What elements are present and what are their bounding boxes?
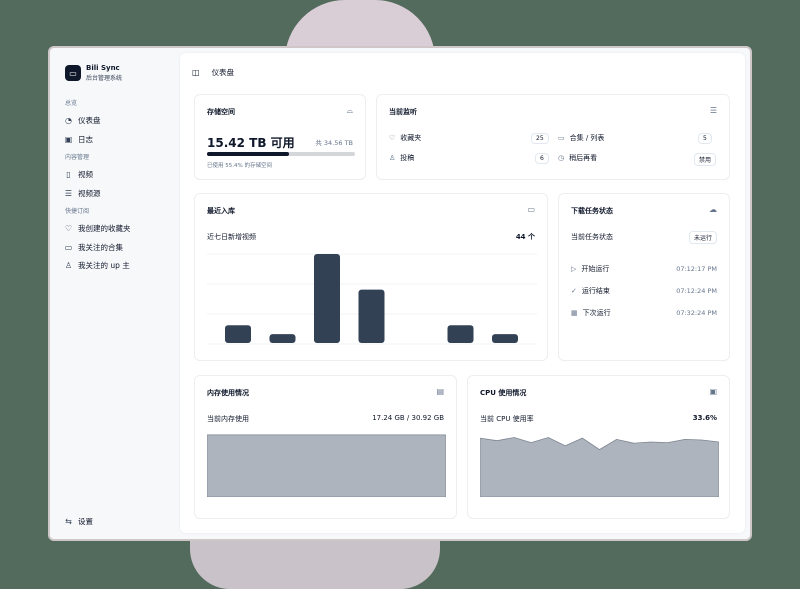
memory-label: 当前内存使用 <box>207 415 249 423</box>
task-time: 07:12:24 PM <box>676 287 717 295</box>
heart-icon: ♡ <box>389 134 396 142</box>
cpu-value: 33.6% <box>692 414 717 422</box>
page-title: 仪表盘 <box>211 68 235 77</box>
app-subtitle: 后台管理系统 <box>86 75 123 82</box>
bar <box>269 334 296 343</box>
memory-icon: ▤ <box>436 387 444 396</box>
recent-card: 最近入库 ▭ 近七日新增视频 44 个 <box>194 193 548 361</box>
settings-icon: ⇆ <box>65 517 72 526</box>
log-icon: ▣ <box>64 134 73 144</box>
recent-label: 近七日新增视频 <box>207 233 256 241</box>
sidebar-item[interactable]: ▣ 日志 <box>64 134 93 144</box>
storage-note: 已使用 55.4% 的存储空间 <box>207 163 272 169</box>
task-time: 07:12:17 PM <box>676 265 717 273</box>
status-label: 当前任务状态 <box>571 233 613 241</box>
play-icon: ▷ <box>571 265 577 273</box>
video-icon: ▭ <box>527 205 535 214</box>
recent-count: 44 个 <box>515 233 535 241</box>
user-icon: ♙ <box>389 154 396 162</box>
pie-chart-icon: ◔ <box>65 116 72 125</box>
bar <box>447 325 474 343</box>
task-row: ▦ 下次运行 <box>571 309 611 317</box>
cpu-area-chart <box>480 437 719 497</box>
bar <box>492 334 518 343</box>
logo-icon: ▭ <box>65 65 81 81</box>
background-art <box>190 538 440 589</box>
heart-icon: ♡ <box>64 224 73 233</box>
clock-icon: ◷ <box>558 154 565 162</box>
database-icon: ☰ <box>709 106 717 115</box>
area-series <box>207 434 446 497</box>
task-row: ✓ 运行结束 <box>571 287 610 295</box>
task-row: ▷ 开始运行 <box>571 265 610 273</box>
bar <box>314 254 340 343</box>
storage-progress <box>207 152 355 156</box>
calendar-icon: ▦ <box>571 309 578 317</box>
tasks-card: 下载任务状态 ☁ 当前任务状态 未运行 ▷ 开始运行 07:12:17 PM ✓ 运行结… <box>558 193 730 361</box>
card-title: 存储空间 <box>207 108 235 116</box>
cpu-card: CPU 使用情况 ▣ 当前 CPU 使用率 33.6% <box>467 375 730 519</box>
cloud-download-icon: ☁ <box>709 205 717 214</box>
app-name: Bili Sync <box>86 64 120 72</box>
app-window: ▭ Bili Sync 后台管理系统 总览 ◔ 仪表盘 ▣ 日志 内容管理 ▯ 视频 ☰ 视频源快… <box>50 48 750 539</box>
area-series <box>480 437 719 497</box>
sidebar-item[interactable]: ♙ 我关注的 up 主 <box>64 261 130 270</box>
monitor-count: 禁用 <box>694 153 717 166</box>
main-panel: ◫ 仪表盘 存储空间 ⌓ 15.42 TB 可用 共 34.56 TB 已使用 5… <box>180 53 745 533</box>
memory-area-chart <box>207 434 446 497</box>
storage-available: 15.42 TB 可用 <box>207 136 295 150</box>
monitor-item[interactable]: ♡ 收藏夹 <box>389 134 422 142</box>
memory-value: 17.24 GB / 30.92 GB <box>372 414 444 422</box>
sidebar-item[interactable]: ☰ 视频源 <box>64 188 101 198</box>
sidebar-item[interactable]: ▭ 我关注的合集 <box>64 242 123 252</box>
bar <box>225 325 251 343</box>
monitor-count: 25 <box>531 133 549 144</box>
sidebar-item[interactable]: ◔ 仪表盘 <box>65 116 101 125</box>
monitor-item[interactable]: ◷ 稍后再看 <box>558 154 598 162</box>
folder-icon: ▭ <box>64 242 73 252</box>
sidebar: ▭ Bili Sync 后台管理系统 总览 ◔ 仪表盘 ▣ 日志内容管理 ▯ 视频 ☰ 视频源快… <box>50 48 180 539</box>
sidebar-group-label: 内容管理 <box>65 154 90 161</box>
file-video-icon: ▯ <box>66 170 71 179</box>
monitor-card: 当前监听 ☰ ♡ 收藏夹 25 ▭ 合集 / 列表 5 ♙ 投稿 6 ◷ 稍后再看 禁用 <box>376 94 730 180</box>
storage-card: 存储空间 ⌓ 15.42 TB 可用 共 34.56 TB 已使用 55.4% … <box>194 94 366 180</box>
memory-card: 内存使用情况 ▤ 当前内存使用 17.24 GB / 30.92 GB <box>194 375 457 519</box>
check-circle-icon: ✓ <box>571 287 577 295</box>
sidebar-item[interactable]: ▯ 视频 <box>64 169 93 180</box>
sidebar-item[interactable]: ♡ 我创建的收藏夹 <box>64 224 131 233</box>
card-title: 当前监听 <box>389 108 417 116</box>
bar <box>358 289 385 343</box>
task-time: 07:32:24 PM <box>676 309 717 317</box>
folder-icon: ▭ <box>558 134 565 142</box>
card-title: CPU 使用情况 <box>480 389 527 397</box>
sidebar-toggle-icon[interactable]: ◫ <box>192 68 200 77</box>
hard-drive-icon: ⌓ <box>346 106 353 115</box>
monitor-item[interactable]: ▭ 合集 / 列表 <box>558 134 605 142</box>
card-title: 内存使用情况 <box>207 389 249 397</box>
monitor-item[interactable]: ♙ 投稿 <box>389 154 415 162</box>
bar-chart <box>207 253 537 345</box>
sidebar-group-label: 快捷订阅 <box>65 208 90 215</box>
card-title: 下载任务状态 <box>571 207 613 215</box>
monitor-count: 5 <box>698 133 712 144</box>
sidebar-group-label: 总览 <box>65 100 78 107</box>
cpu-label: 当前 CPU 使用率 <box>480 415 534 423</box>
monitor-count: 6 <box>535 153 549 164</box>
card-title: 最近入库 <box>207 207 235 215</box>
storage-total: 共 34.56 TB <box>315 139 353 147</box>
status-badge: 未运行 <box>688 231 717 244</box>
sidebar-item-settings[interactable]: ⇆ 设置 <box>65 517 93 526</box>
cpu-icon: ▣ <box>709 387 717 396</box>
database-icon: ☰ <box>64 188 73 198</box>
user-icon: ♙ <box>64 261 73 270</box>
